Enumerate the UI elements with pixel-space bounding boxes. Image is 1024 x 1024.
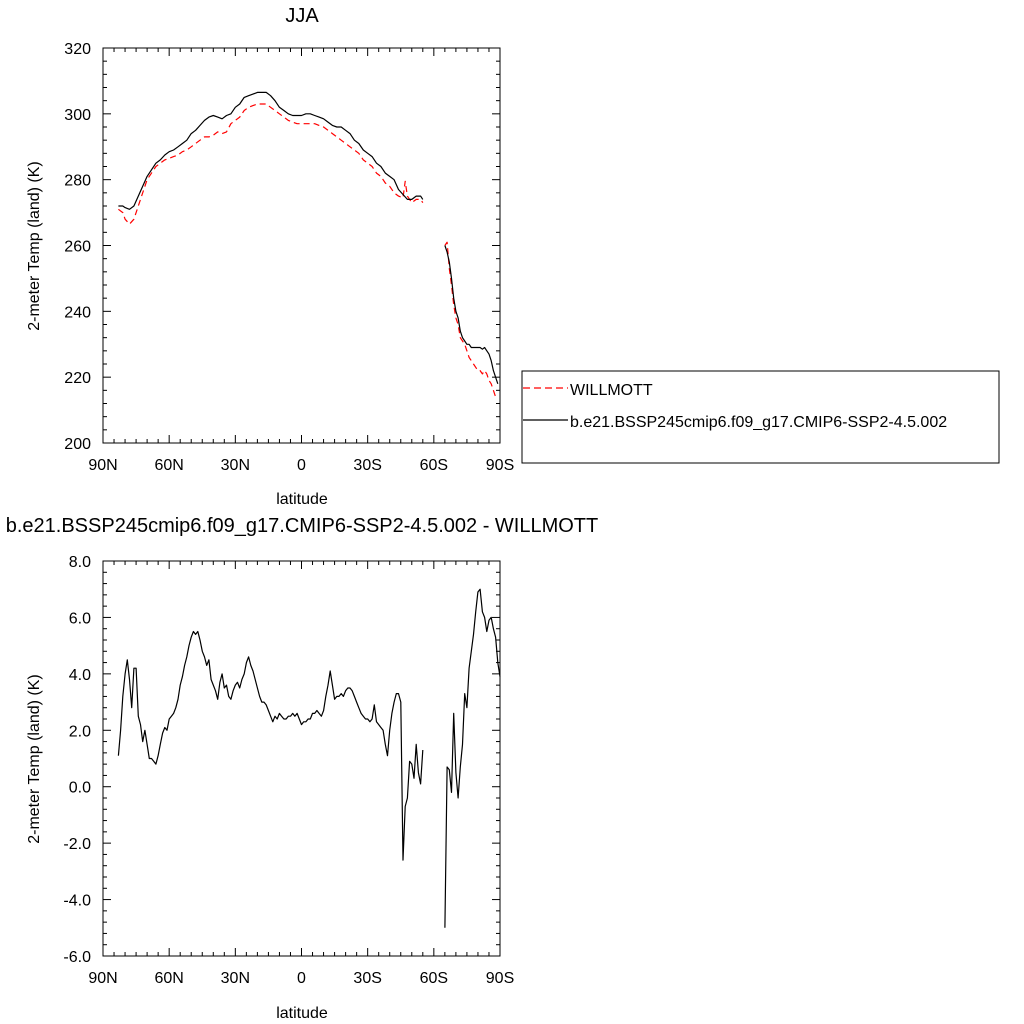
top-x-tick-label: 90S — [486, 457, 514, 474]
bottom-chart-title: b.e21.BSSP245cmip6.f09_g17.CMIP6-SSP2-4.… — [6, 515, 599, 537]
bottom-panel: b.e21.BSSP245cmip6.f09_g17.CMIP6-SSP2-4.… — [6, 515, 599, 1022]
top-x-tick-label: 60S — [420, 457, 448, 474]
bottom-y-tick-label: -4.0 — [63, 893, 91, 910]
top-x-axis-label: latitude — [276, 491, 328, 508]
top-series-0-line-segment-1 — [444, 241, 499, 400]
top-x-tick-label: 30N — [221, 457, 250, 474]
legend-label-willmott: WILLMOTT — [570, 382, 653, 399]
bottom-x-tick-label: 60N — [154, 970, 183, 987]
legend-box — [521, 370, 1000, 464]
bottom-y-tick-label: 4.0 — [69, 667, 91, 684]
bottom-y-tick-label: -2.0 — [63, 836, 91, 853]
top-y-axis-label: 2-meter Temp (land) (K) — [26, 161, 43, 331]
bottom-x-axis-label: latitude — [276, 1005, 328, 1022]
bottom-series-0-line-segment-0 — [117, 630, 424, 861]
top-y-tick-label: 240 — [64, 304, 91, 321]
bottom-plot-frame — [102, 560, 501, 957]
top-y-tick-label: 300 — [64, 107, 91, 124]
bottom-y-tick-label: 8.0 — [69, 554, 91, 571]
bottom-series-0-line-segment-1 — [444, 588, 501, 928]
bottom-y-tick-label: 0.0 — [69, 780, 91, 797]
bottom-x-tick-label: 30N — [221, 970, 250, 987]
bottom-y-tick-label: 6.0 — [69, 610, 91, 627]
top-y-tick-label: 220 — [64, 370, 91, 387]
top-x-tick-label: 90N — [88, 457, 117, 474]
top-y-tick-label: 320 — [64, 41, 91, 58]
top-x-tick-label: 30S — [353, 457, 381, 474]
legend-label-model: b.e21.BSSP245cmip6.f09_g17.CMIP6-SSP2-4.… — [570, 414, 947, 431]
top-series-0-line-segment-0 — [118, 103, 424, 225]
top-y-tick-label: 280 — [64, 173, 91, 190]
top-series-1-line-segment-1 — [444, 245, 499, 384]
bottom-x-tick-label: 0 — [297, 970, 306, 987]
bottom-x-tick-label: 90S — [486, 970, 514, 987]
top-y-tick-label: 200 — [64, 436, 91, 453]
top-y-tick-label: 260 — [64, 239, 91, 256]
bottom-x-tick-label: 30S — [353, 970, 381, 987]
top-x-tick-label: 0 — [297, 457, 306, 474]
bottom-plot-area: 90N 60N 30N 0 30S 60S 90S -6.0 -4.0 -2.0 0.0 2.0 4.0… — [63, 554, 514, 987]
bottom-x-tick-label: 60S — [420, 970, 448, 987]
bottom-y-axis-label: 2-meter Temp (land) (K) — [26, 674, 43, 844]
top-plot-frame — [102, 47, 501, 444]
bottom-y-tick-label: 2.0 — [69, 723, 91, 740]
bottom-y-tick-label: -6.0 — [63, 949, 91, 966]
top-chart-title: JJA — [285, 5, 319, 27]
bottom-x-tick-label: 90N — [88, 970, 117, 987]
top-series-1-line-segment-0 — [118, 91, 424, 210]
legend: WILLMOTT b.e21.BSSP245cmip6.f09_g17.CMIP… — [521, 370, 1000, 464]
top-x-tick-label: 60N — [154, 457, 183, 474]
top-panel: JJA latitude 2-meter Temp (land) (K) 90N… — [26, 5, 514, 508]
top-plot-area: 90N 60N 30N 0 30S 60S 90S 200 220 240 260 280 300 320 — [64, 41, 514, 474]
